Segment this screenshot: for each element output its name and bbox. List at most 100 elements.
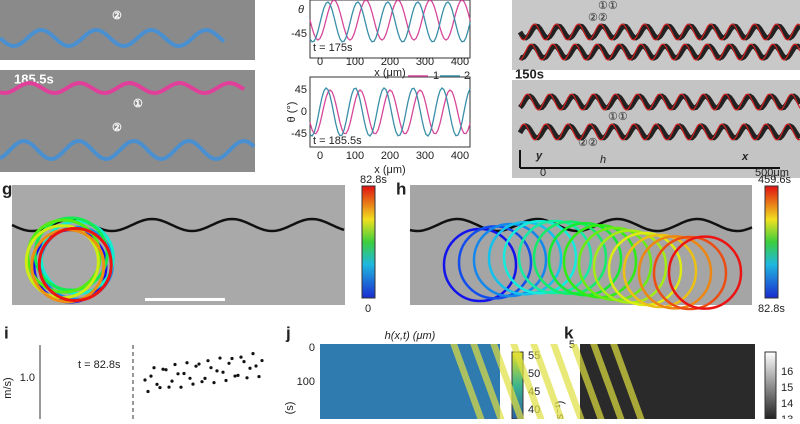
dot bbox=[245, 376, 249, 380]
heatmap-stripe bbox=[570, 344, 605, 419]
colorbar-label: 50 bbox=[528, 368, 540, 380]
filament bbox=[519, 43, 800, 61]
tick-label: 200 bbox=[381, 150, 399, 162]
dot bbox=[224, 378, 228, 383]
dot bbox=[200, 380, 204, 384]
time-label: t = 175s bbox=[313, 42, 353, 54]
tick-label: -45 bbox=[291, 128, 307, 140]
axis-label: x (μm) bbox=[374, 67, 405, 79]
trajectory-ring bbox=[667, 235, 743, 310]
panel-label: j bbox=[285, 323, 291, 342]
tick-label: 0 bbox=[317, 56, 323, 68]
label: ①① bbox=[598, 0, 618, 12]
axis-label: x bbox=[741, 151, 749, 163]
dot bbox=[182, 371, 186, 376]
colorbar-label: 16 bbox=[781, 366, 793, 378]
dot bbox=[170, 379, 174, 383]
filament bbox=[0, 27, 226, 49]
heatmap-stripe bbox=[510, 344, 545, 419]
dot bbox=[209, 366, 213, 370]
time-label: 150s bbox=[515, 66, 544, 81]
tick-label: 400 bbox=[451, 56, 469, 68]
trajectory-ring bbox=[652, 235, 728, 311]
axis-label: y bbox=[535, 150, 543, 162]
colorbar-label: 0 bbox=[365, 303, 371, 315]
heatmap-stripe bbox=[470, 344, 505, 419]
trajectory-ring bbox=[487, 221, 563, 296]
heatmap bbox=[320, 344, 500, 419]
dot bbox=[233, 374, 237, 378]
colorbar-label: 459.6s bbox=[758, 174, 792, 186]
tick-label: 100 bbox=[297, 376, 315, 388]
heatmap-stripe bbox=[590, 344, 625, 419]
scale-bar bbox=[145, 298, 225, 301]
dot bbox=[146, 389, 150, 394]
tick-label: 300 bbox=[416, 56, 434, 68]
dot bbox=[215, 369, 219, 373]
axis-label: θ (°) bbox=[286, 102, 298, 123]
filament bbox=[518, 93, 800, 111]
heatmap-stripe bbox=[530, 344, 565, 419]
panel-label: i bbox=[4, 323, 9, 342]
label: ② bbox=[112, 122, 122, 134]
filament bbox=[517, 123, 800, 141]
dot bbox=[164, 368, 168, 372]
dot bbox=[143, 378, 147, 382]
dot bbox=[185, 361, 189, 365]
trajectory-ring bbox=[637, 235, 713, 310]
colorbar-label: 82.8s bbox=[758, 303, 785, 315]
dot bbox=[230, 356, 234, 361]
colorbar bbox=[764, 185, 779, 299]
dot bbox=[176, 372, 180, 376]
dot bbox=[242, 359, 246, 364]
curve bbox=[309, 89, 471, 135]
panel-label: g bbox=[2, 179, 12, 198]
tick-label: 400 bbox=[451, 150, 469, 162]
trajectory-ring bbox=[37, 227, 113, 303]
label: ① bbox=[133, 98, 143, 110]
axis-label: m/s) bbox=[2, 377, 14, 398]
time-label: t = 82.8s bbox=[78, 359, 121, 371]
curve bbox=[309, 1, 471, 43]
filament bbox=[519, 23, 800, 41]
trajectory-ring bbox=[517, 219, 593, 295]
colorbar-label: 82.8s bbox=[360, 174, 387, 186]
time-label: t = 185.5s bbox=[313, 135, 362, 147]
label: h bbox=[600, 154, 606, 166]
legend-label: 1 bbox=[433, 70, 439, 82]
trajectory-ring bbox=[622, 233, 698, 309]
heatmap-stripe bbox=[490, 344, 525, 419]
tick-label: 0 bbox=[309, 342, 315, 354]
tick-label: 0 bbox=[540, 167, 546, 179]
axis-label: (s) bbox=[284, 402, 296, 415]
tick-label: 0 bbox=[301, 106, 307, 118]
tick-label: 100 bbox=[346, 56, 364, 68]
tick-label: 0 bbox=[317, 150, 323, 162]
dot bbox=[203, 376, 207, 380]
tick-label: 100 bbox=[346, 150, 364, 162]
colorbar bbox=[764, 351, 777, 420]
dot bbox=[254, 364, 258, 368]
tick-label: 200 bbox=[381, 56, 399, 68]
micrograph bbox=[410, 185, 752, 305]
dot bbox=[227, 361, 231, 365]
dot bbox=[191, 382, 195, 386]
scale-label: 500μm bbox=[755, 167, 789, 179]
dot bbox=[248, 366, 252, 370]
colorbar-label: 13 bbox=[781, 414, 793, 419]
dot bbox=[167, 385, 171, 389]
colorbar-label: 14 bbox=[781, 398, 793, 410]
panel-label: h bbox=[396, 179, 406, 198]
heatmap-stripe bbox=[550, 344, 585, 419]
tick-label: 1.0 bbox=[20, 372, 35, 384]
dot bbox=[239, 355, 243, 359]
trajectory-ring bbox=[502, 219, 578, 295]
colorbar-label: 15 bbox=[781, 382, 793, 394]
dot bbox=[257, 374, 261, 379]
tick-label: 45 bbox=[295, 84, 307, 96]
micrograph bbox=[12, 185, 345, 305]
tick-label: 300 bbox=[416, 150, 434, 162]
dot bbox=[149, 374, 153, 378]
